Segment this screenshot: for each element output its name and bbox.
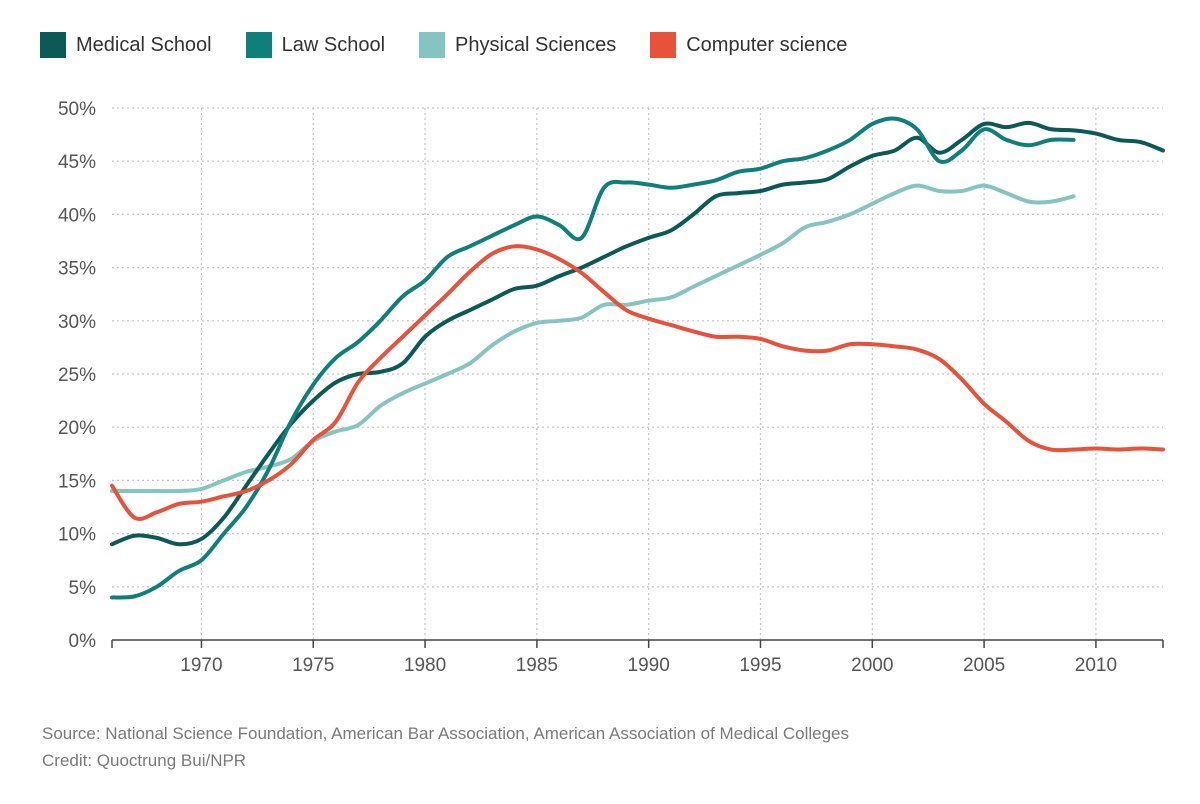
axes: 0% 5% 10% 15% 20% 25% 30% 35% 40% 45% 50% 1970 1975 1… <box>58 99 1164 676</box>
legend-swatch <box>650 32 677 58</box>
series-line-physical-sciences <box>110 183 1076 494</box>
x-tick-label: 1995 <box>739 655 781 676</box>
x-tick-label: 1970 <box>180 655 222 676</box>
legend-label: Computer science <box>686 33 848 56</box>
legend-item-computer-science: Computer science <box>650 32 847 58</box>
legend-label: Physical Sciences <box>455 33 617 56</box>
credit-note: Credit: Quoctrung Bui/NPR <box>42 751 247 770</box>
series-line-computer-science <box>110 244 1165 521</box>
x-tick-label: 2005 <box>963 655 1005 676</box>
y-tick-label: 25% <box>58 365 96 386</box>
line-chart: 0% 5% 10% 15% 20% 25% 30% 35% 40% 45% 50% 1970 1975 1… <box>58 99 1165 676</box>
y-tick-label: 5% <box>69 578 97 599</box>
legend-item-physical-sciences: Physical Sciences <box>419 32 616 58</box>
series-lines <box>110 116 1165 600</box>
y-tick-label: 20% <box>58 418 96 439</box>
legend-swatch <box>419 32 446 58</box>
y-tick-label: 40% <box>58 205 96 226</box>
source-note: Source: National Science Foundation, Ame… <box>42 724 849 743</box>
legend-label: Law School <box>281 33 386 56</box>
chart-footer: Source: National Science Foundation, Ame… <box>42 720 849 774</box>
y-tick-label: 50% <box>58 99 96 120</box>
y-tick-label: 0% <box>69 631 97 652</box>
x-tick-label: 1975 <box>292 655 334 676</box>
legend-swatch <box>245 32 272 58</box>
x-tick-label: 1980 <box>404 655 446 676</box>
x-tick-label: 2000 <box>851 655 893 676</box>
x-tick-label: 1985 <box>516 655 558 676</box>
y-tick-label: 30% <box>58 312 96 333</box>
y-tick-label: 45% <box>58 152 96 173</box>
x-tick-label: 1990 <box>628 655 670 676</box>
legend-item-medical-school: Medical School <box>40 32 212 58</box>
y-tick-label: 15% <box>58 471 96 492</box>
y-tick-label: 35% <box>58 259 96 280</box>
legend-item-law-school: Law School <box>245 32 386 58</box>
y-tick-label: 10% <box>58 525 96 546</box>
legend-label: Medical School <box>76 33 212 56</box>
legend-swatch <box>40 32 66 58</box>
series-line-law-school <box>110 116 1076 600</box>
chart-legend: Medical School Law School Physical Science… <box>40 30 881 60</box>
grid-lines <box>112 107 1163 640</box>
x-tick-label: 2010 <box>1075 655 1117 676</box>
